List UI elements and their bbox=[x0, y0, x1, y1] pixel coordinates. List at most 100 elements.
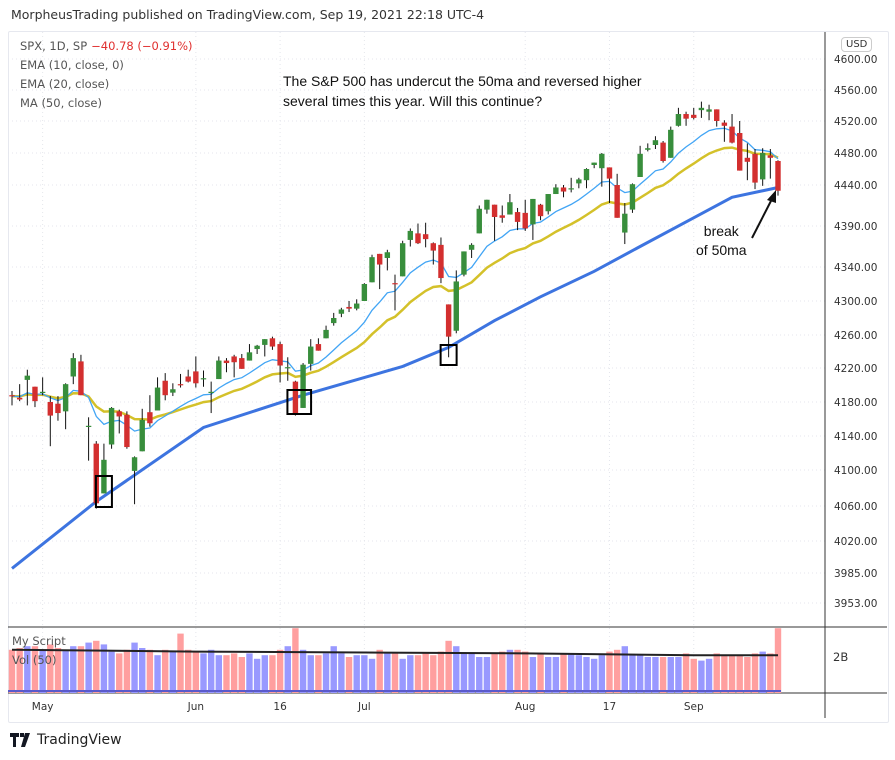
candle bbox=[491, 204, 498, 241]
candle bbox=[124, 411, 130, 449]
candle-body bbox=[376, 253, 383, 265]
candle-body bbox=[652, 140, 659, 145]
candle bbox=[208, 381, 214, 414]
volume-bar bbox=[139, 648, 146, 693]
tradingview-logo[interactable]: TradingView bbox=[10, 732, 122, 748]
candle-body bbox=[162, 380, 168, 396]
legend-ma50[interactable]: MA (50, close) bbox=[20, 96, 102, 110]
candle-body bbox=[239, 358, 245, 369]
price-tick-label: 4140.00 bbox=[834, 431, 877, 443]
candle bbox=[193, 356, 199, 388]
candle bbox=[78, 354, 84, 396]
candle-body bbox=[407, 230, 414, 240]
candle-body bbox=[645, 148, 651, 150]
volume-bar bbox=[116, 653, 123, 693]
candle bbox=[660, 141, 666, 163]
candle-body bbox=[147, 412, 153, 424]
candle bbox=[645, 143, 651, 152]
currency-badge[interactable]: USD bbox=[841, 37, 873, 52]
arrow-line bbox=[751, 196, 774, 239]
candle bbox=[507, 194, 513, 215]
volume-bar bbox=[667, 657, 674, 693]
candle bbox=[239, 353, 245, 369]
legend-volume[interactable]: Vol (50) bbox=[12, 653, 57, 667]
candle bbox=[560, 185, 567, 198]
candle-body bbox=[392, 283, 398, 285]
volume-bar bbox=[269, 655, 276, 693]
volume-bar bbox=[767, 653, 774, 693]
volume-bar bbox=[207, 649, 215, 693]
candle-body bbox=[606, 167, 613, 179]
candle-body bbox=[744, 157, 751, 162]
volume-bar bbox=[100, 644, 108, 693]
candle-body bbox=[560, 187, 567, 192]
candle bbox=[438, 237, 444, 284]
volume-bar bbox=[223, 655, 230, 693]
candle bbox=[354, 299, 360, 311]
candle bbox=[468, 243, 475, 258]
volume-bar bbox=[545, 657, 552, 693]
candle bbox=[721, 120, 728, 142]
volume-bar bbox=[453, 646, 460, 693]
candle bbox=[216, 356, 222, 380]
candle-body bbox=[668, 129, 674, 158]
candle-body bbox=[354, 303, 360, 309]
candle-body bbox=[399, 243, 406, 277]
candle-body bbox=[714, 109, 720, 121]
candle-body bbox=[438, 244, 444, 279]
volume-bar bbox=[430, 655, 437, 693]
candle bbox=[430, 242, 436, 265]
volume-bar bbox=[85, 642, 92, 693]
candle-body bbox=[468, 244, 475, 250]
candle bbox=[315, 338, 322, 351]
volume-bars bbox=[8, 628, 782, 693]
candle bbox=[591, 162, 597, 169]
candle bbox=[453, 270, 459, 334]
candle bbox=[522, 199, 528, 231]
candle-body bbox=[154, 387, 161, 411]
volume-bar bbox=[215, 655, 223, 693]
highlight-box bbox=[94, 475, 113, 508]
volume-bar bbox=[744, 657, 751, 693]
legend-ema20[interactable]: EMA (20, close) bbox=[20, 77, 110, 91]
volume-bar bbox=[162, 649, 169, 693]
candle bbox=[629, 183, 636, 213]
candle bbox=[422, 222, 429, 248]
volume-bar bbox=[146, 649, 154, 693]
annotation-line-2: several times this year. Will this conti… bbox=[283, 93, 543, 109]
legend-ema10[interactable]: EMA (10, close, 0) bbox=[20, 58, 124, 72]
moving-averages bbox=[11, 127, 779, 570]
volume-bar bbox=[690, 658, 697, 693]
volume-bar bbox=[437, 651, 445, 693]
candle bbox=[131, 456, 138, 505]
candle bbox=[346, 301, 352, 313]
legend-symbol[interactable]: SPX, 1D, SP −40.78 (−0.91%) bbox=[20, 39, 193, 53]
candle-body bbox=[507, 202, 513, 215]
candle bbox=[445, 304, 452, 358]
price-tick-label: 4260.00 bbox=[834, 330, 877, 342]
arrow-annotation bbox=[751, 190, 776, 239]
candle-body bbox=[530, 198, 536, 225]
candle bbox=[139, 408, 145, 452]
ma50-line bbox=[11, 186, 779, 570]
candle bbox=[606, 167, 613, 204]
volume-bar bbox=[230, 653, 238, 693]
candle-body bbox=[599, 153, 605, 169]
candle-body bbox=[292, 381, 299, 414]
volume-bar bbox=[567, 653, 575, 693]
volume-bar bbox=[47, 644, 54, 693]
candle-body bbox=[767, 155, 774, 158]
candle-body bbox=[691, 114, 697, 118]
volume-bar bbox=[70, 646, 77, 693]
volume-bar bbox=[506, 649, 514, 693]
volume-bar bbox=[422, 653, 429, 693]
price-tick-label: 4340.00 bbox=[834, 262, 877, 274]
price-tick-label: 4100.00 bbox=[834, 465, 877, 477]
volume-bar bbox=[330, 646, 337, 693]
volume-bar bbox=[583, 657, 590, 693]
candle bbox=[24, 369, 31, 406]
legend-my-script[interactable]: My Script bbox=[12, 634, 66, 648]
candle bbox=[369, 254, 375, 283]
candle bbox=[262, 339, 268, 357]
